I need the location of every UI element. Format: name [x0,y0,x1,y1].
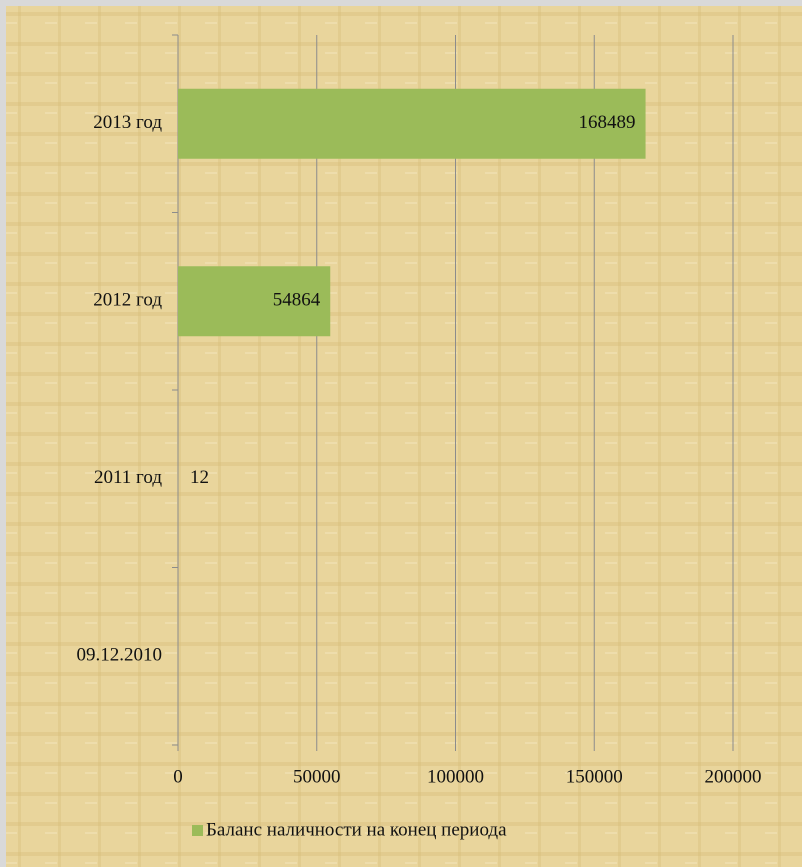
legend-swatch [192,825,203,836]
y-tick-label: 2012 год [93,290,162,311]
x-tick-label: 0 [173,766,183,787]
y-tick-label: 2011 год [94,467,162,488]
x-tick-label: 150000 [566,766,623,787]
x-tick-label: 50000 [293,766,341,787]
bar [178,266,331,337]
x-tick-label: 100000 [427,766,484,787]
data-label: 54864 [273,290,321,311]
data-label: 12 [190,467,209,488]
data-label: 168489 [579,112,636,133]
y-tick-label: 09.12.2010 [77,645,163,666]
x-tick-label: 200000 [705,766,762,787]
bar [178,88,646,159]
legend-label: Баланс наличности на конец периода [206,819,507,840]
y-tick-label: 2013 год [93,112,162,133]
